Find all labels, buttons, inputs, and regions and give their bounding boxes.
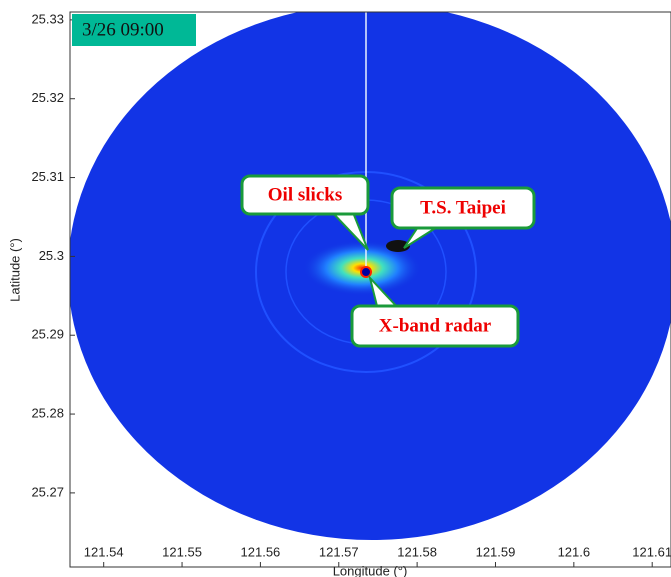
callout-text: X-band radar [379,315,492,336]
y-tick-label: 25.27 [31,484,64,499]
callout-text: Oil slicks [268,184,342,205]
y-tick-label: 25.33 [31,11,64,26]
x-tick-label: 121.57 [319,544,359,559]
x-tick-label: 121.6 [558,544,591,559]
y-tick-label: 25.28 [31,405,64,420]
x-tick-label: 121.58 [397,544,437,559]
y-tick-label: 25.29 [31,327,64,342]
x-tick-label: 121.54 [84,544,124,559]
y-tick-label: 25.31 [31,169,64,184]
x-tick-label: 121.61 [632,544,671,559]
y-axis-label: Latitude (°) [7,238,22,302]
x-tick-label: 121.56 [241,544,281,559]
radar-image [68,4,671,540]
y-tick-label: 25.3 [39,248,64,263]
x-tick-label: 121.59 [476,544,516,559]
x-axis-label: Longitude (°) [333,563,408,577]
y-tick-label: 25.32 [31,90,64,105]
x-tick-label: 121.55 [162,544,202,559]
chart: 121.54 121.55 121.56 121.57 121.58 121.59 121.… [0,0,671,577]
callout-text: T.S. Taipei [420,197,506,218]
time-stamp: 3/26 09:00 [82,19,164,40]
